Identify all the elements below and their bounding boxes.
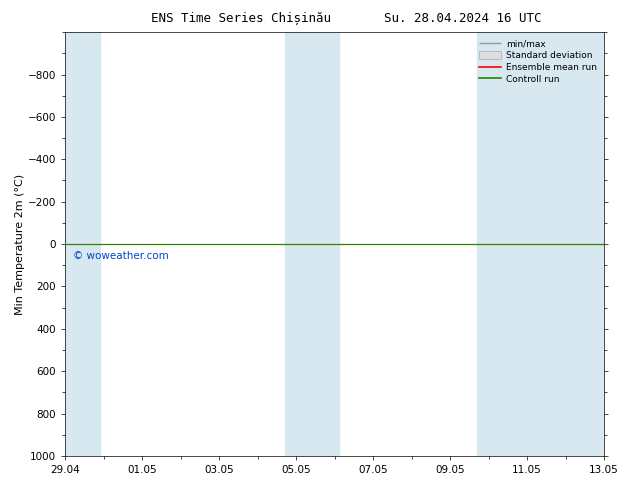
Text: © woweather.com: © woweather.com (74, 250, 169, 261)
Bar (477, 32, 604, 456)
Legend: min/max, Standard deviation, Ensemble mean run, Controll run: min/max, Standard deviation, Ensemble me… (476, 37, 600, 87)
Text: ENS Time Series Chișinău: ENS Time Series Chișinău (151, 12, 331, 25)
Text: Su. 28.04.2024 16 UTC: Su. 28.04.2024 16 UTC (384, 12, 541, 25)
Y-axis label: Min Temperature 2m (°C): Min Temperature 2m (°C) (15, 173, 25, 315)
Bar (65, 32, 100, 456)
Bar (285, 32, 339, 456)
